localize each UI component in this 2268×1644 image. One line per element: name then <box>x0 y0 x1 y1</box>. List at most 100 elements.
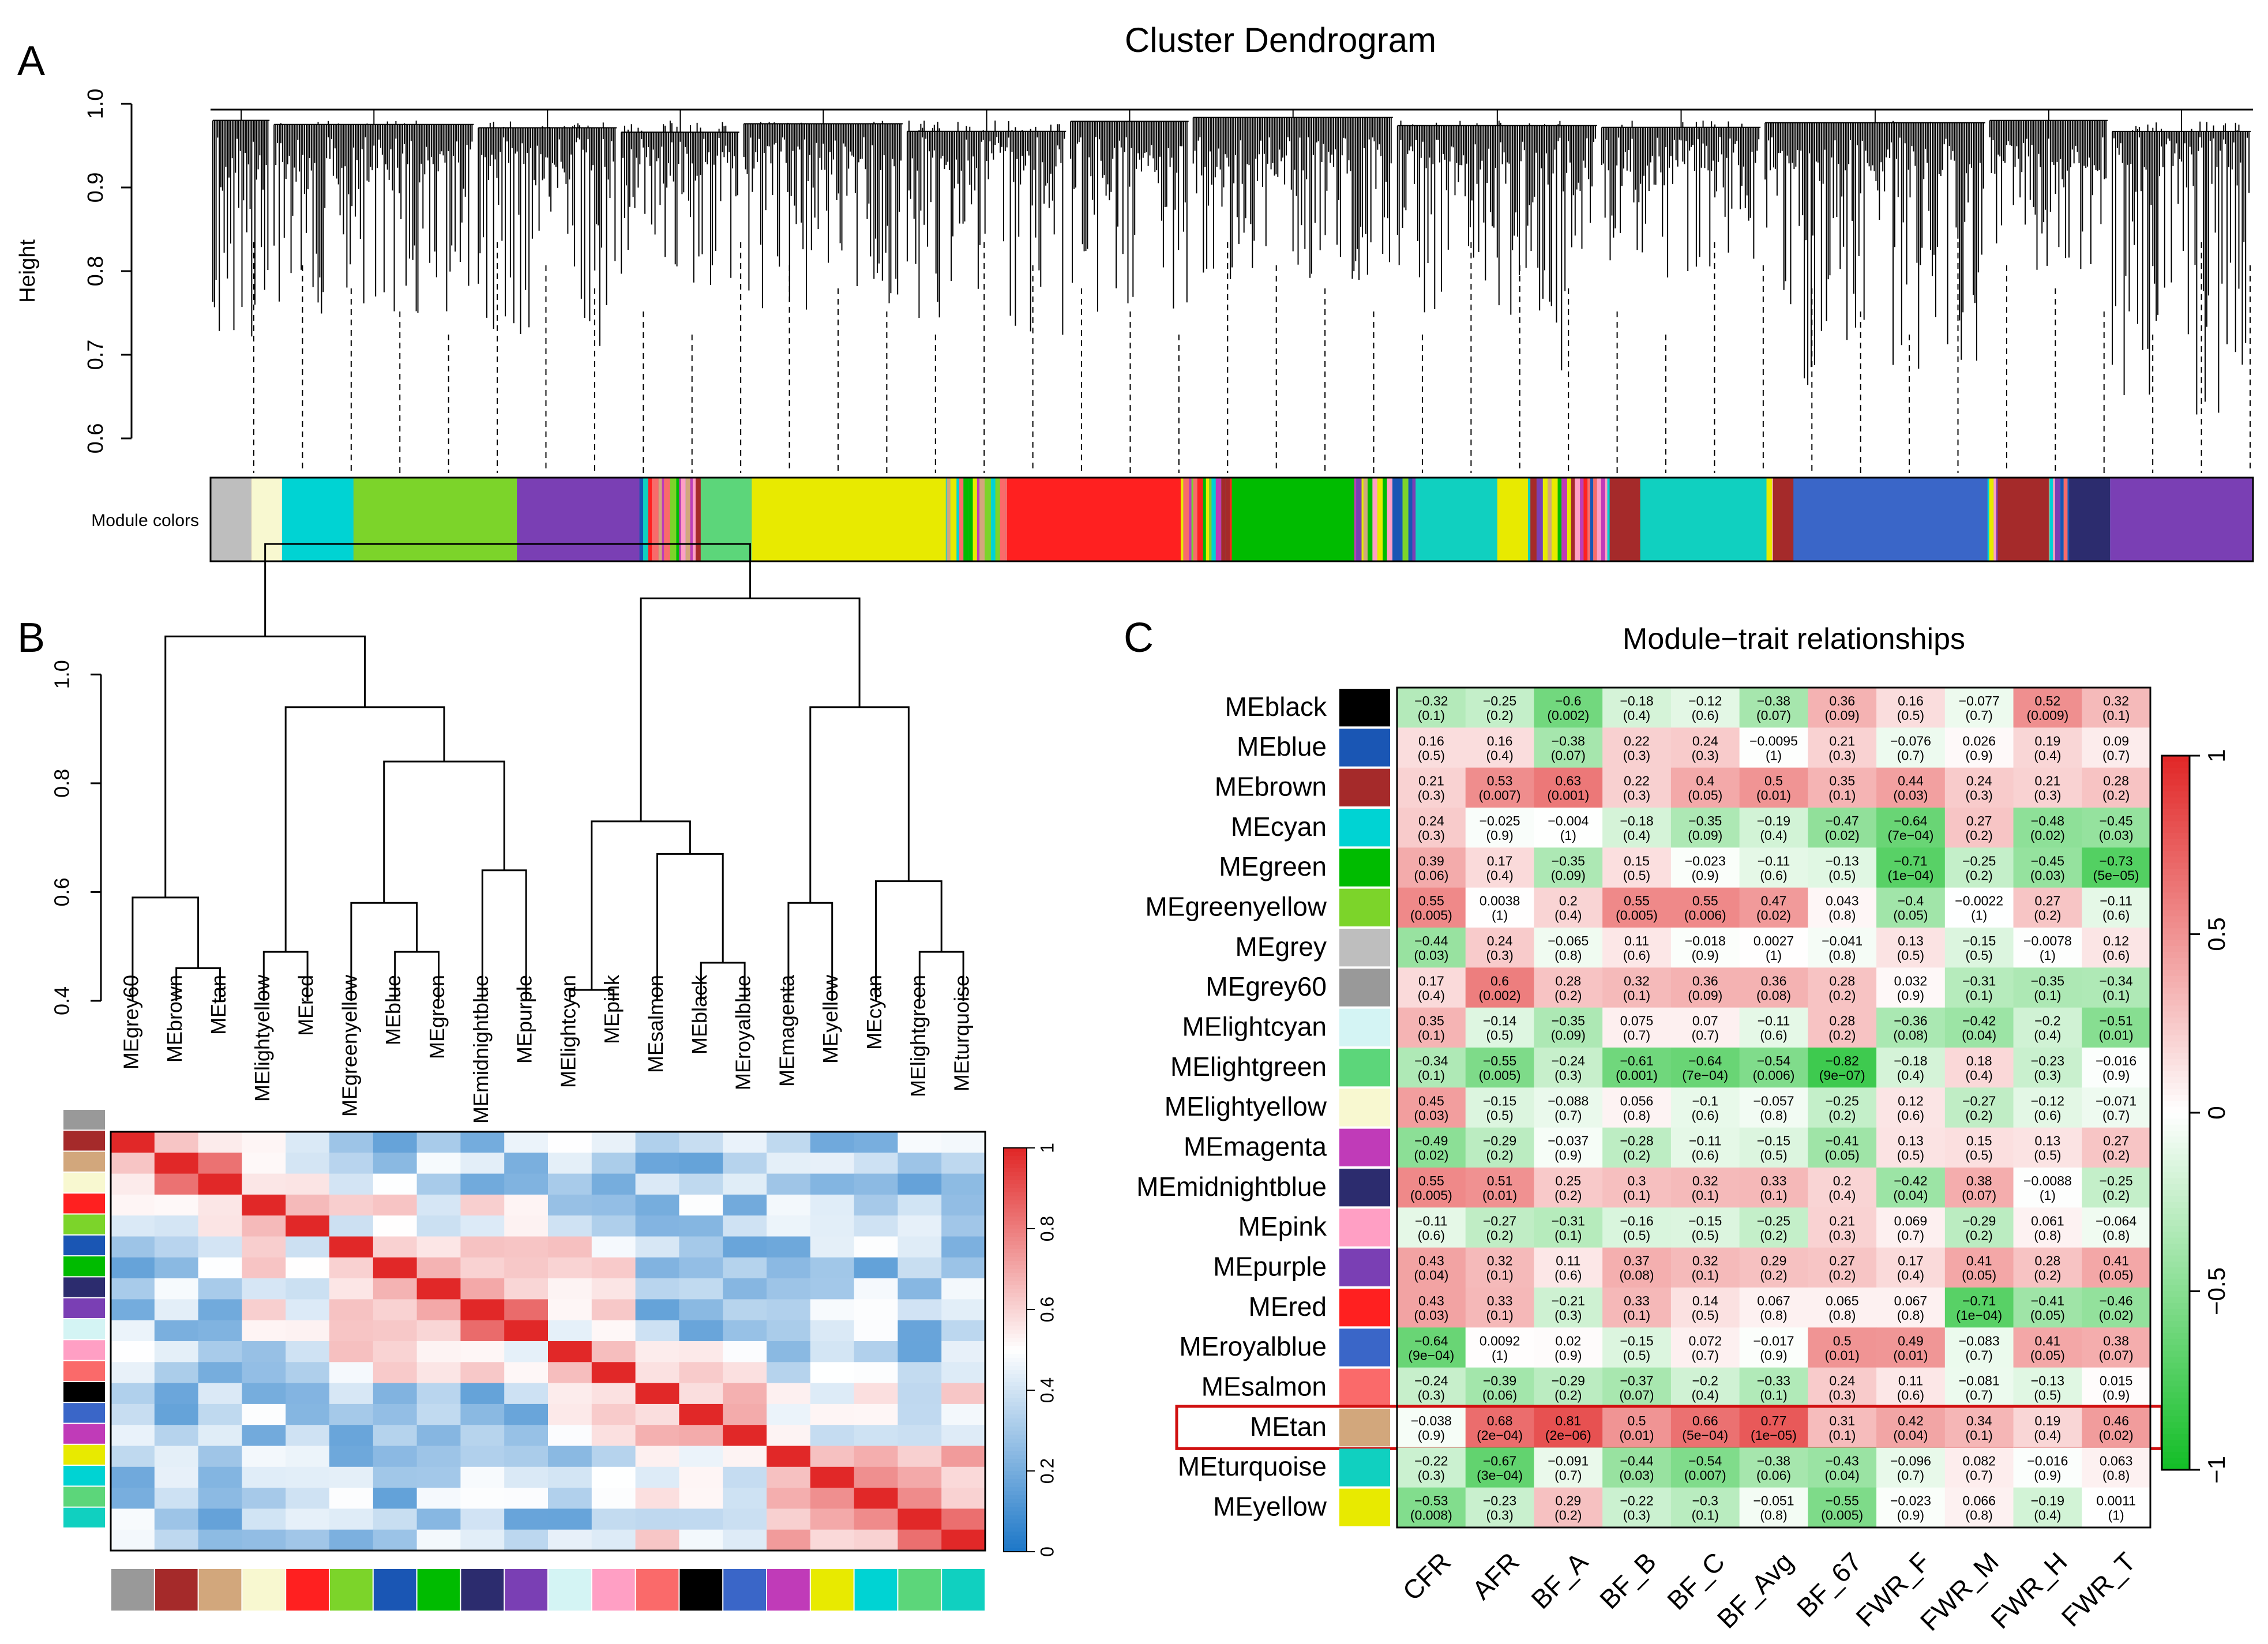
cell-cor: 0.41 <box>1966 1253 1992 1268</box>
cell-cor: −0.35 <box>1552 1014 1585 1029</box>
cell-p: (0.8) <box>1554 948 1582 963</box>
cell-p: (0.7) <box>1966 1467 1993 1482</box>
heat-cell <box>854 1508 898 1530</box>
cell-cor: 0.43 <box>1418 1253 1444 1268</box>
cell-p: (0.05) <box>2030 1308 2065 1323</box>
tree-branches <box>2112 121 2250 415</box>
heat-cell <box>329 1508 374 1530</box>
colorbar-step <box>2162 988 2190 994</box>
cell-p: (0.1) <box>1966 1428 1993 1443</box>
heat-cell <box>548 1299 592 1321</box>
colorbar-step <box>1004 1221 1027 1225</box>
heat-cell <box>198 1488 242 1509</box>
module-stripe <box>1225 478 1230 561</box>
cell-p: (0.001) <box>1547 788 1589 803</box>
colorbar-step <box>1004 1152 1027 1157</box>
heat-cell <box>329 1236 374 1258</box>
cell-p: (1) <box>1766 748 1782 763</box>
colorbar-step <box>1004 1495 1027 1500</box>
cell-cor: −0.18 <box>1620 693 1653 708</box>
heat-cell <box>679 1215 723 1237</box>
heat-cell <box>679 1466 723 1488</box>
tree-branches <box>212 120 269 337</box>
heat-cell <box>591 1278 636 1300</box>
cell-p: (0.4) <box>1966 1068 1993 1083</box>
cell <box>1465 1447 1534 1488</box>
heat-cell <box>767 1153 811 1174</box>
cell-cor: 0.47 <box>1761 894 1787 909</box>
grid-border <box>1396 686 2151 1529</box>
cell-p: (0.1) <box>1623 988 1650 1003</box>
heat-cell <box>767 1236 811 1258</box>
cell-p: (0.5) <box>1486 1028 1513 1043</box>
colorbar-step <box>1004 1289 1027 1294</box>
cell <box>1602 1207 1672 1248</box>
heat-cell <box>941 1341 986 1363</box>
heat-cell <box>635 1508 679 1530</box>
heat-cell <box>635 1529 679 1551</box>
heat-cell <box>111 1132 155 1153</box>
heat-cell <box>416 1132 461 1153</box>
cell-p: (0.5) <box>1486 1108 1513 1123</box>
heat-cell <box>810 1215 855 1237</box>
cell-cor: 0.37 <box>1624 1253 1650 1268</box>
colorbar-step <box>1004 1527 1027 1532</box>
cell-cor: 0.28 <box>1829 973 1855 988</box>
row-label: MElightcyan <box>1182 1011 1327 1041</box>
cell <box>1876 1207 1946 1248</box>
heat-cell <box>767 1383 811 1405</box>
cell-p: (0.2) <box>1828 1028 1856 1043</box>
colorbar-step <box>1004 1156 1027 1161</box>
cell-cor: −0.023 <box>1890 1493 1931 1508</box>
cell-p: (1) <box>1492 908 1508 923</box>
heat-cell <box>111 1320 155 1342</box>
cell-p: (0.03) <box>2030 868 2065 883</box>
cell-p: (0.2) <box>2034 908 2061 923</box>
row-color-MElightcyan <box>1339 1008 1390 1046</box>
cell <box>1465 847 1534 888</box>
cell-cor: 0.55 <box>1692 894 1718 909</box>
cell-cor: 0.41 <box>2103 1253 2129 1268</box>
cell-p: (0.1) <box>2102 988 2130 1003</box>
heat-cell <box>242 1257 286 1279</box>
heat-cell <box>548 1488 592 1509</box>
heat-cell <box>723 1257 767 1279</box>
cell-p: (0.007) <box>1479 788 1521 803</box>
row-color-MEgrey <box>1339 929 1390 967</box>
heat-cell <box>679 1278 723 1300</box>
heat-cell <box>591 1257 636 1279</box>
cell-p: (0.09) <box>1551 868 1586 883</box>
cell <box>1602 1367 1672 1408</box>
heat-cell <box>591 1320 636 1342</box>
module-stripe <box>995 478 1000 561</box>
module-stripe <box>1766 478 1773 561</box>
cell <box>1739 887 1808 928</box>
heat-cell <box>591 1362 636 1384</box>
cell <box>1602 1127 1672 1168</box>
cell-p: (0.05) <box>1688 788 1722 803</box>
colorbar-step <box>2162 1458 2190 1465</box>
cell-p: (0.8) <box>1966 1508 1993 1523</box>
cell-p: (0.1) <box>1418 1028 1445 1043</box>
cell <box>1876 727 1946 768</box>
heat-cell <box>373 1299 418 1321</box>
module-label: MEred <box>294 975 318 1036</box>
cell-cor: −0.057 <box>1753 1093 1794 1108</box>
cell-cor: −0.4 <box>1898 894 1924 909</box>
cell-cor: −0.076 <box>1890 733 1931 748</box>
colorbar-step <box>2162 1297 2190 1304</box>
module-stripe <box>1372 478 1377 561</box>
cell-p: (5e−05) <box>2093 868 2139 883</box>
colorbar-step <box>2162 904 2190 911</box>
colorbar-step <box>2162 791 2190 798</box>
module-stripe <box>950 478 957 561</box>
module-stripe <box>1209 478 1212 561</box>
row-color-MEgrey60 <box>1339 969 1390 1007</box>
cell <box>1397 1367 1466 1408</box>
cell <box>1602 887 1672 928</box>
cell-cor: −0.037 <box>1548 1133 1589 1148</box>
cell-cor: −0.35 <box>2031 973 2064 988</box>
heat-cell <box>898 1362 942 1384</box>
heat-cell <box>854 1236 898 1258</box>
cell-p: (0.002) <box>1479 988 1521 1003</box>
